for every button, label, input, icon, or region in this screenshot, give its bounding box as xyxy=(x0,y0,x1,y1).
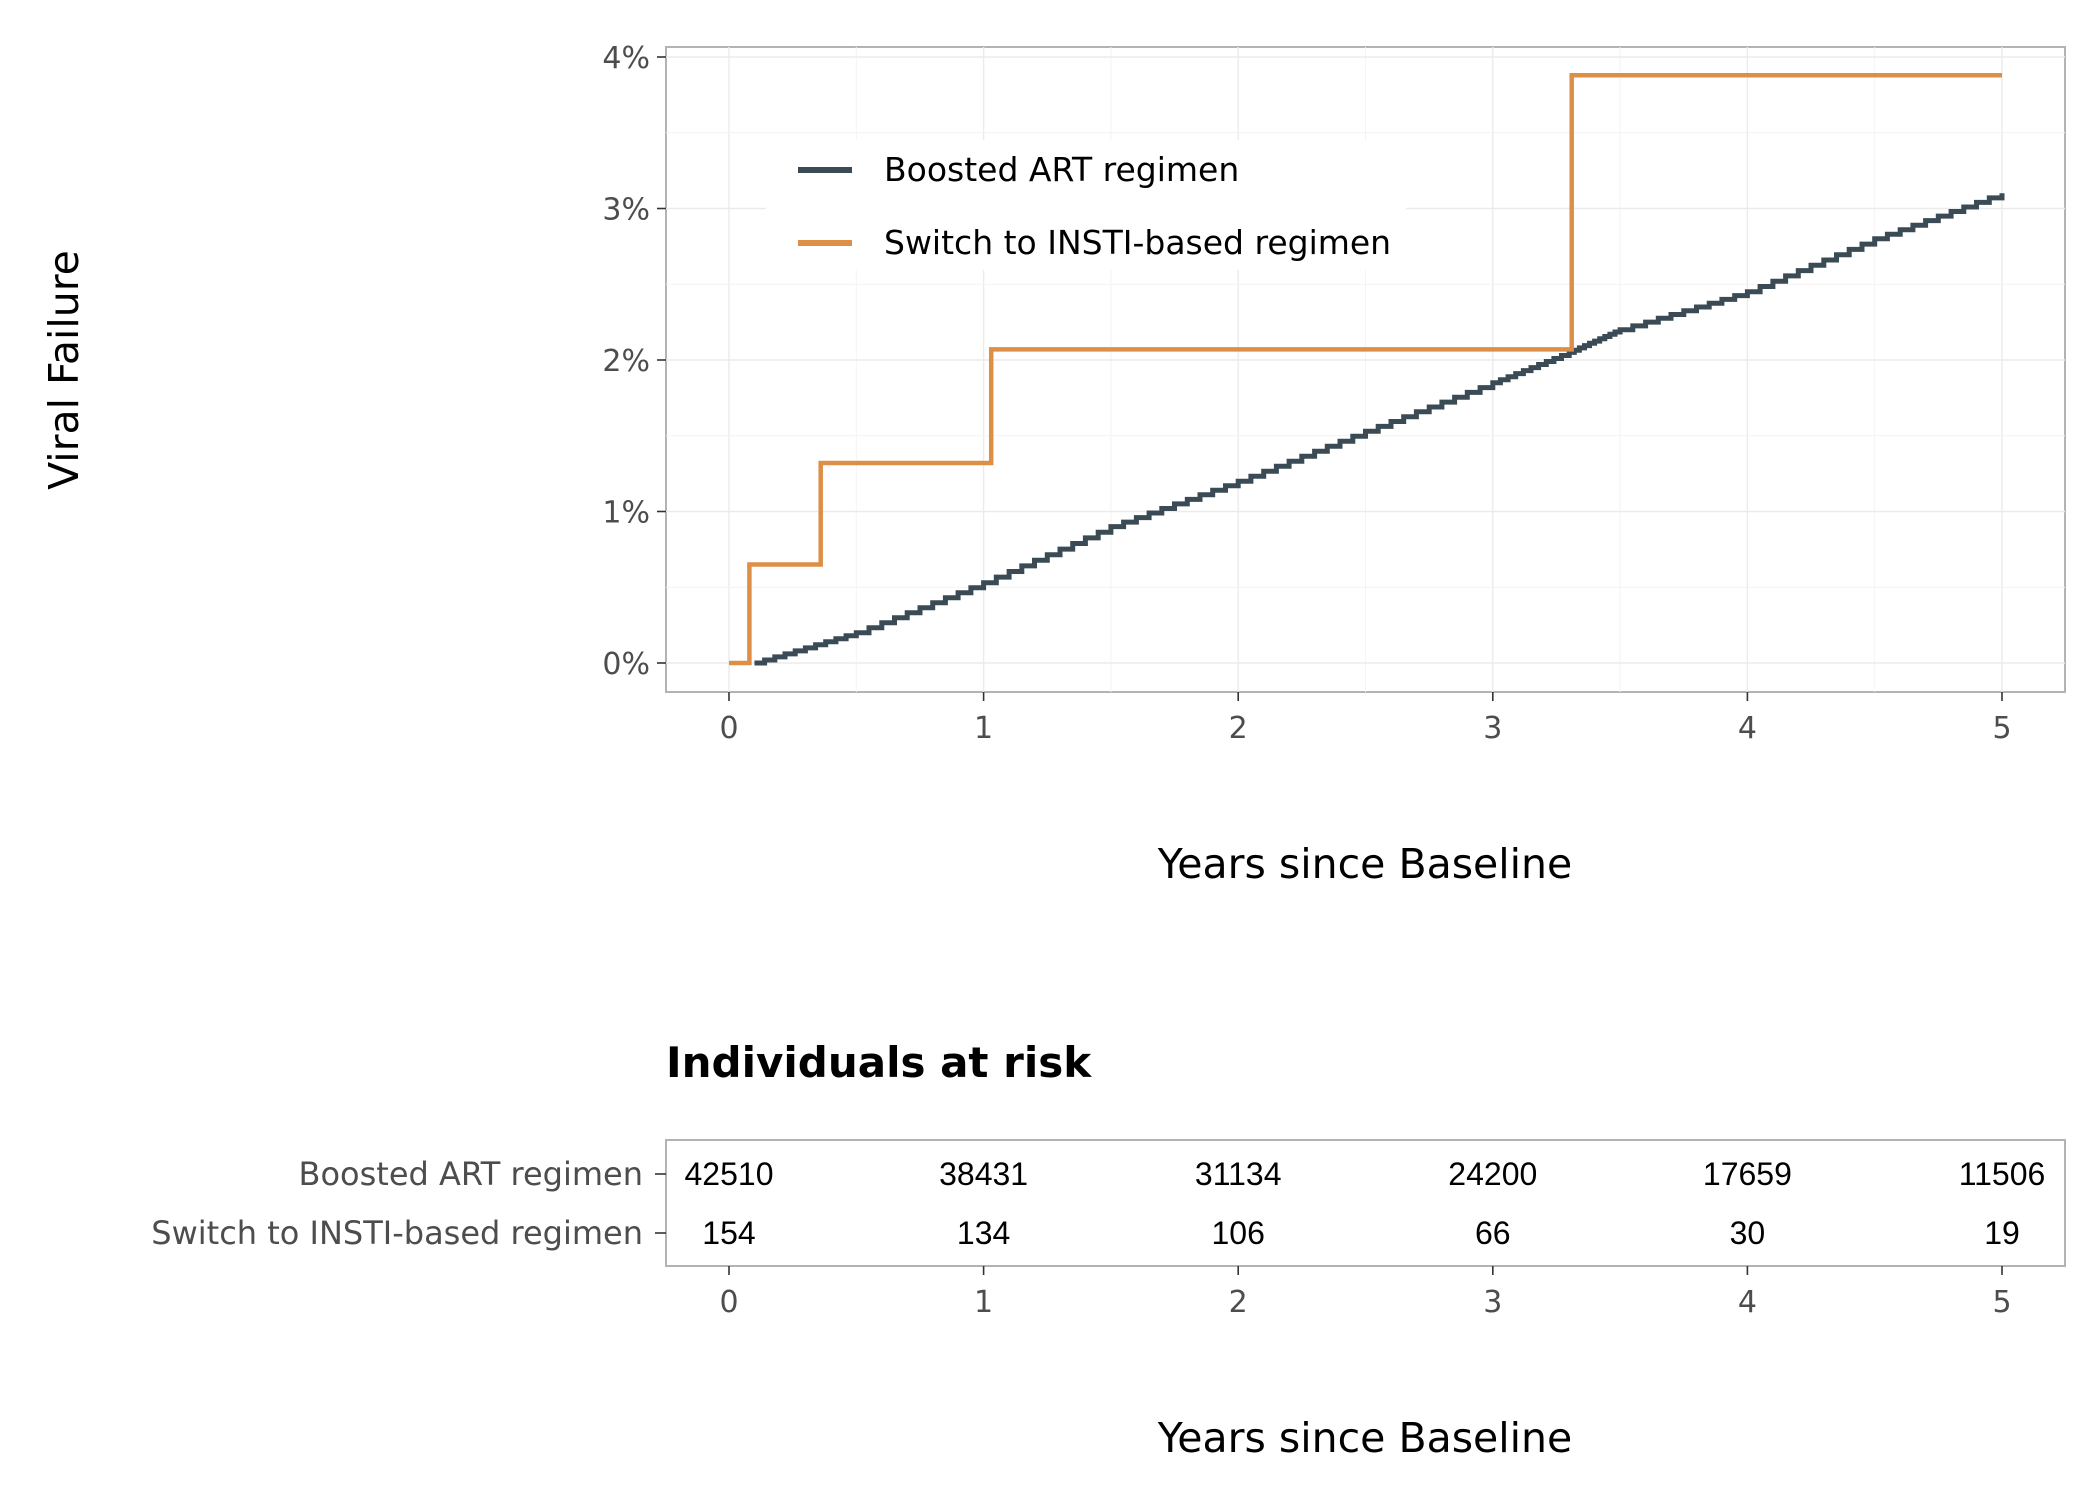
risk-value: 11506 xyxy=(1959,1156,2046,1192)
risk-table-title: Individuals at risk xyxy=(666,1038,1092,1087)
y-tick-label: 3% xyxy=(602,193,650,228)
risk-value: 38431 xyxy=(939,1156,1028,1192)
risk-table-rows: Boosted ART regimen 42510 38431 31134 24200 1… xyxy=(151,1155,2045,1252)
risk-row-label: Boosted ART regimen xyxy=(299,1155,644,1193)
x-tick-label: 1 xyxy=(974,711,993,746)
x-tick-label: 0 xyxy=(719,711,738,746)
risk-table-border xyxy=(665,1139,2066,1267)
y-tick-label: 4% xyxy=(602,41,650,76)
risk-table-panel: Individuals at risk Boosted ART regimen 4… xyxy=(151,1038,2066,1462)
x-tick-label: 4 xyxy=(1738,711,1757,746)
legend-label-switch-insti: Switch to INSTI-based regimen xyxy=(884,223,1391,262)
risk-value: 134 xyxy=(957,1215,1010,1251)
series-line-switch-insti xyxy=(729,72,2002,666)
risk-x-tick-label: 3 xyxy=(1483,1285,1502,1320)
x-tick-label: 5 xyxy=(1992,711,2011,746)
risk-value: 30 xyxy=(1730,1215,1766,1251)
y-tick-label: 1% xyxy=(602,496,650,531)
risk-value: 154 xyxy=(702,1215,755,1251)
risk-value: 42510 xyxy=(685,1156,774,1192)
risk-value: 106 xyxy=(1212,1215,1265,1251)
risk-x-tick-label: 5 xyxy=(1992,1285,2011,1320)
legend-background xyxy=(766,140,1406,270)
risk-x-axis-title: Years since Baseline xyxy=(1157,1414,1573,1462)
y-tick-label: 0% xyxy=(602,647,650,682)
risk-value: 66 xyxy=(1475,1215,1511,1251)
risk-value: 24200 xyxy=(1448,1156,1537,1192)
legend-label-boosted-art: Boosted ART regimen xyxy=(884,150,1239,189)
series-line-boosted-art xyxy=(754,193,2005,666)
risk-x-tick-label: 2 xyxy=(1229,1285,1248,1320)
x-axis: 0 1 2 3 4 5 xyxy=(719,692,2012,746)
series-lines xyxy=(729,72,2005,666)
risk-table-x-axis: 0 1 2 3 4 5 xyxy=(719,1266,2012,1320)
risk-x-tick-label: 0 xyxy=(719,1285,738,1320)
y-tick-label: 2% xyxy=(602,344,650,379)
risk-value: 31134 xyxy=(1195,1156,1282,1192)
legend: Boosted ART regimen Switch to INSTI-base… xyxy=(766,140,1406,270)
risk-row-label: Switch to INSTI-based regimen xyxy=(151,1214,643,1252)
cumulative-incidence-panel: 0% 1% 2% 3% 4% 0 1 2 3 4 5 Boosted ART regimen Sw… xyxy=(40,41,2066,888)
risk-x-tick-label: 4 xyxy=(1738,1285,1757,1320)
y-axis-title: Viral Failure xyxy=(40,250,88,490)
y-axis: 0% 1% 2% 3% 4% xyxy=(602,41,666,682)
x-tick-label: 2 xyxy=(1229,711,1248,746)
risk-x-tick-label: 1 xyxy=(974,1285,993,1320)
x-axis-title: Years since Baseline xyxy=(1157,840,1573,888)
risk-value: 19 xyxy=(1984,1215,2020,1251)
risk-value: 17659 xyxy=(1703,1156,1792,1192)
x-tick-label: 3 xyxy=(1483,711,1502,746)
